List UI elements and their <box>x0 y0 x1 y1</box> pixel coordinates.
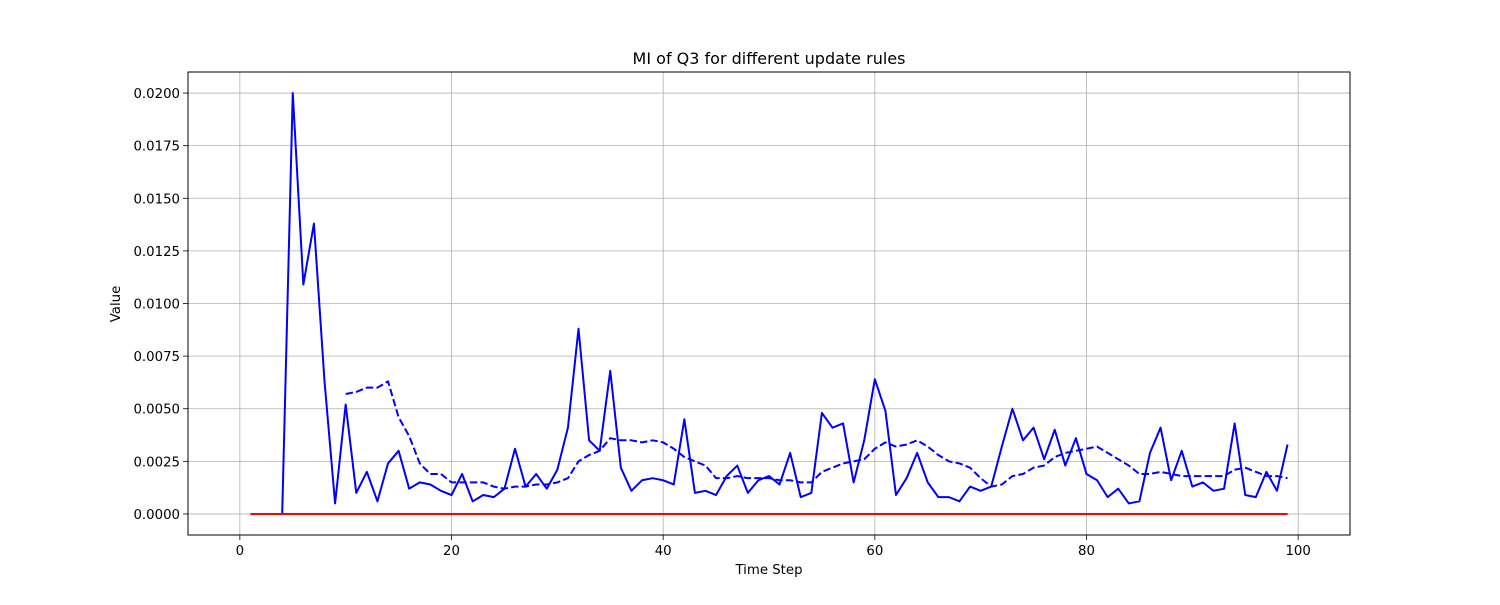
series-line-2-dashed <box>345 380 1288 490</box>
y-tick-label: 0.0025 <box>133 455 180 470</box>
y-tick-label: 0.0000 <box>133 508 180 523</box>
y-axis-label: Value <box>109 286 124 323</box>
y-tick-label: 0.0050 <box>133 403 180 418</box>
chart-title: MI of Q3 for different update rules <box>633 49 906 68</box>
y-tick-label: 0.0100 <box>133 298 180 313</box>
x-tick-label: 20 <box>443 544 460 559</box>
grid <box>188 72 1350 535</box>
x-axis-label: Time Step <box>734 563 802 578</box>
x-tick-label: 80 <box>1078 544 1095 559</box>
y-tick-label: 0.0150 <box>133 192 180 207</box>
x-tick-label: 60 <box>866 544 883 559</box>
y-tick-label: 0.0125 <box>133 245 180 260</box>
y-tick-label: 0.0200 <box>133 87 180 102</box>
series-line-1-solid <box>281 92 1289 514</box>
plot-series <box>250 92 1289 515</box>
x-tick-label: 100 <box>1285 544 1310 559</box>
axis-ticks: 0 20 40 60 80 100 0.0000 0.0025 0.0050 0.0075 0.01… <box>133 87 1310 559</box>
y-tick-label: 0.0175 <box>133 140 180 155</box>
x-tick-label: 40 <box>655 544 672 559</box>
x-tick-label: 0 <box>236 544 244 559</box>
y-tick-label: 0.0075 <box>133 350 180 365</box>
